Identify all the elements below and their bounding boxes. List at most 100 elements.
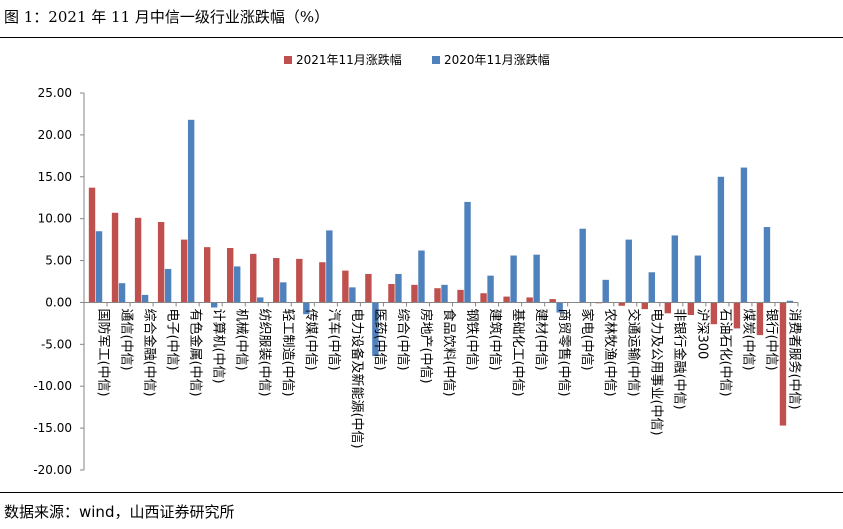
x-tick-label: 建筑(中信) xyxy=(487,308,503,370)
x-tick-label: 医药(中信) xyxy=(372,308,387,370)
y-axis-tick-labels: -20.00 -15.00 -10.00 -5.00 0.00 5.00 10.00 15.0… xyxy=(33,86,72,477)
bar-2020 xyxy=(694,255,702,303)
bar-2020 xyxy=(418,250,425,303)
bar-chart: 2021年11月涨跌幅 2020年11月涨跌幅 -20.00 -15.00 -10.… xyxy=(33,52,802,477)
bar-2020 xyxy=(487,275,494,303)
bar-2021 xyxy=(641,302,648,310)
x-tick-label: 石油石化(中信) xyxy=(717,308,732,396)
bar-2020 xyxy=(210,302,218,308)
bar-2020 xyxy=(303,302,310,315)
x-tick-label: 钢铁(中信) xyxy=(464,308,479,370)
bar-2020 xyxy=(786,300,794,303)
bar-2021 xyxy=(480,293,487,303)
x-tick-label: 银行(中信) xyxy=(763,308,778,370)
x-tick-label: 商贸零售(中信) xyxy=(556,308,572,396)
bar-2020 xyxy=(187,119,195,303)
bar-2021 xyxy=(503,296,510,303)
y-tick-label: -10.00 xyxy=(33,379,72,393)
bar-2021 xyxy=(664,302,672,314)
legend-label-2020: 2020年11月涨跌幅 xyxy=(444,52,550,67)
x-tick-label: 通信(中信) xyxy=(119,308,134,370)
bar-2021 xyxy=(134,217,142,303)
bar-2021 xyxy=(388,284,395,303)
x-tick-label: 计算机(中信) xyxy=(211,308,226,383)
bar-2021 xyxy=(203,247,211,303)
x-tick-label: 机械(中信) xyxy=(234,308,249,370)
y-tick-label: 25.00 xyxy=(38,86,72,100)
y-tick-label: -5.00 xyxy=(41,337,72,351)
bar-2021 xyxy=(526,297,533,303)
source-note: 数据来源：wind，山西证券研究所 xyxy=(4,503,235,521)
legend-label-2021: 2021年11月涨跌幅 xyxy=(296,52,402,67)
legend: 2021年11月涨跌幅 2020年11月涨跌幅 xyxy=(284,52,550,67)
x-tick-label: 基础化工(中信) xyxy=(510,308,525,396)
x-tick-label: 轻工制造(中信) xyxy=(280,308,295,396)
bar-2021 xyxy=(779,302,787,426)
x-tick-label: 国防军工(中信) xyxy=(96,308,112,396)
bottom-rule xyxy=(0,492,843,493)
bar-2021 xyxy=(756,302,764,336)
x-tick-label: 农林牧渔(中信) xyxy=(602,308,617,396)
bar-2021 xyxy=(88,187,96,303)
bar-2021 xyxy=(457,289,464,303)
bar-2020 xyxy=(625,239,632,303)
y-tick-label: -20.00 xyxy=(33,463,72,477)
bar-2020 xyxy=(510,255,517,303)
x-tick-label: 综合金融(中信) xyxy=(142,308,158,396)
bar-2020 xyxy=(257,297,264,303)
bar-2021 xyxy=(180,239,188,303)
bar-2020 xyxy=(164,268,172,303)
x-tick-label: 建材(中信) xyxy=(533,308,548,370)
bar-2020 xyxy=(118,283,126,303)
y-tick-label: 20.00 xyxy=(38,128,72,142)
bar-2021 xyxy=(157,222,165,303)
x-tick-label: 煤炭(中信) xyxy=(740,308,755,370)
bar-2021 xyxy=(618,302,625,306)
legend-swatch-2021 xyxy=(284,56,292,64)
y-tick-label: 5.00 xyxy=(45,254,72,268)
bar-2020 xyxy=(579,228,586,303)
x-tick-label: 消费者服务(中信) xyxy=(786,308,802,409)
bar-2020 xyxy=(464,201,471,303)
bar-2021 xyxy=(549,299,556,303)
bar-2021 xyxy=(411,284,418,303)
bar-2020 xyxy=(740,167,748,303)
bar-2021 xyxy=(273,258,280,303)
x-tick-label: 汽车(中信) xyxy=(326,308,342,370)
x-tick-label: 电子(中信) xyxy=(165,308,180,370)
y-tick-label: 0.00 xyxy=(45,295,72,309)
bar-2021 xyxy=(319,262,326,303)
figure-title: 图 1：2021 年 11 月中信一级行业涨跌幅（%） xyxy=(4,8,330,26)
bar-2020 xyxy=(763,227,771,303)
bar-2021 xyxy=(733,302,741,329)
x-tick-label: 综合(中信) xyxy=(395,308,410,370)
legend-swatch-2020 xyxy=(432,56,440,64)
x-tick-label: 有色金属(中信) xyxy=(188,308,204,396)
bar-2021 xyxy=(710,302,718,325)
y-tick-label: 10.00 xyxy=(38,212,72,226)
bar-2020 xyxy=(141,294,149,303)
bar-2020 xyxy=(717,176,725,303)
bar-2021 xyxy=(365,273,372,303)
x-tick-label: 非银行金融(中信) xyxy=(671,308,687,409)
bar-2020 xyxy=(395,273,402,303)
top-rule xyxy=(0,37,843,38)
x-tick-label: 交通运输(中信) xyxy=(625,308,641,396)
bar-2021 xyxy=(342,270,349,303)
x-tick-label: 纺织服装(中信) xyxy=(257,308,272,396)
x-tick-label: 电力及公用事业(中信) xyxy=(648,308,663,435)
x-tick-label: 食品饮料(中信) xyxy=(441,308,457,396)
bars xyxy=(88,119,794,426)
bar-2020 xyxy=(533,254,540,303)
bar-2020 xyxy=(95,231,103,303)
bar-2021 xyxy=(111,212,119,303)
bar-2020 xyxy=(441,284,448,303)
bar-2020 xyxy=(372,302,379,357)
bar-2020 xyxy=(280,282,287,303)
x-tick-label: 房地产(中信) xyxy=(418,308,434,383)
x-tick-label: 传媒(中信) xyxy=(303,308,318,370)
bar-2021 xyxy=(434,288,441,303)
bar-2021 xyxy=(227,247,234,303)
bar-2021 xyxy=(687,302,695,316)
x-tick-label: 家电(中信) xyxy=(579,308,595,370)
